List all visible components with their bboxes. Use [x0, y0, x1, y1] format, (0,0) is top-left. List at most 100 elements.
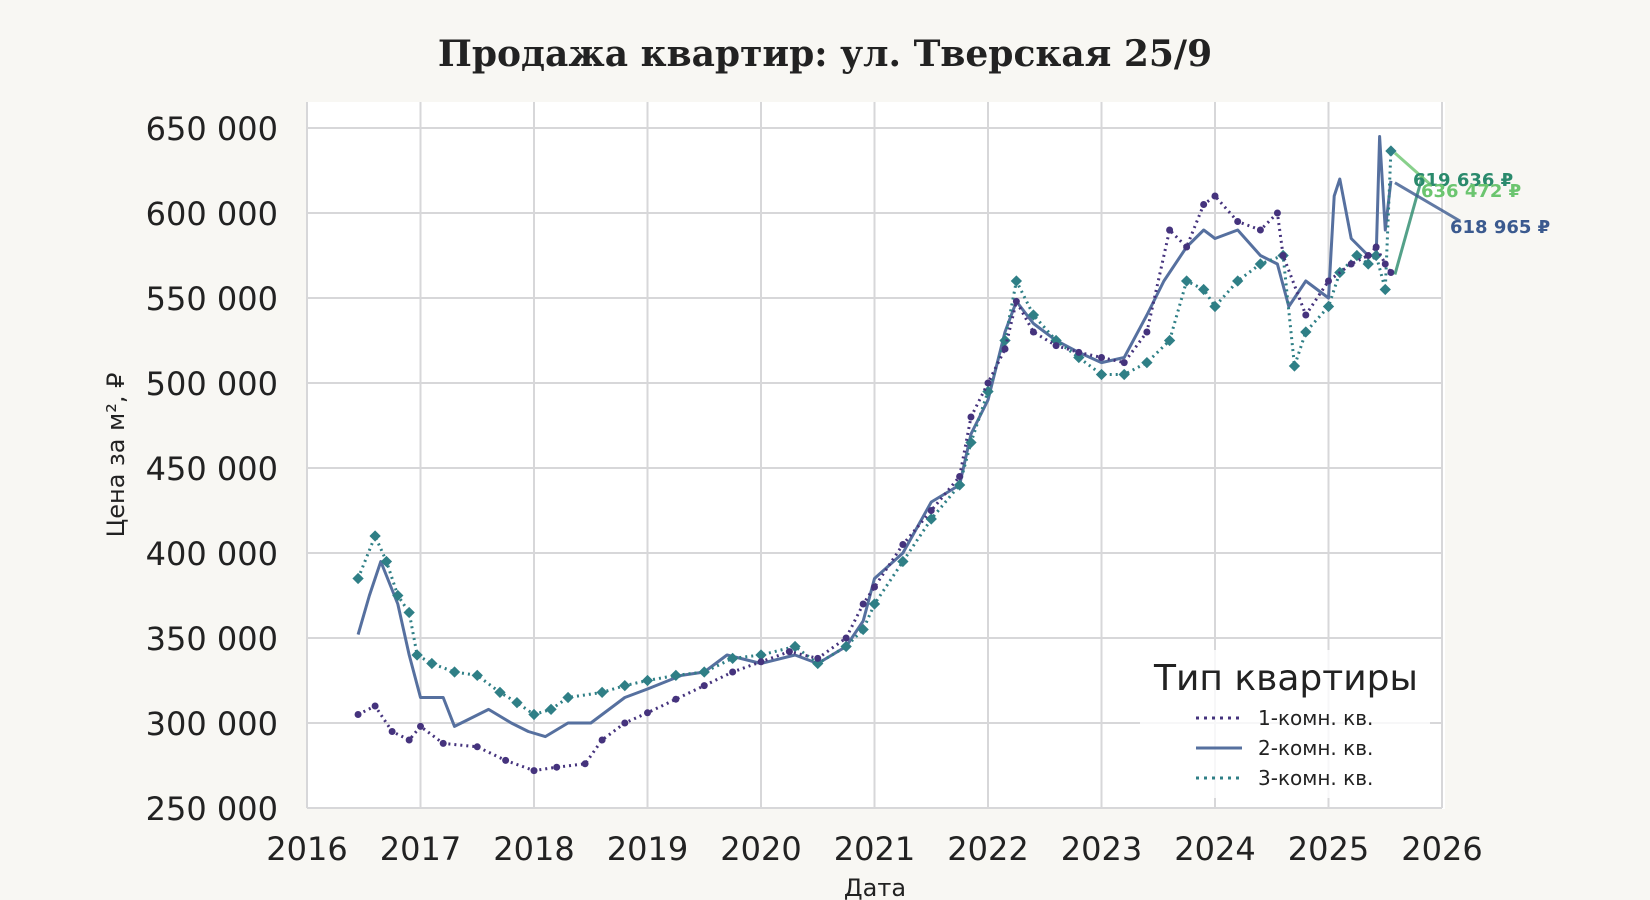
- annotation-2room-last: 618 965 ₽: [1450, 217, 1550, 238]
- y-tick-label: 350 000: [146, 620, 278, 658]
- data-point: [426, 657, 438, 670]
- data-point: [999, 334, 1011, 347]
- legend-item-2room: 2-комн. кв.: [1196, 736, 1373, 760]
- data-point: [1288, 360, 1301, 372]
- annotation-arrow-2room: [1394, 181, 1461, 223]
- data-point: [967, 413, 975, 421]
- data-point: [1098, 354, 1105, 361]
- data-point: [448, 666, 461, 678]
- data-point: [812, 657, 824, 670]
- data-point: [1029, 328, 1037, 336]
- data-point: [1163, 334, 1176, 347]
- data-point: [1372, 243, 1380, 251]
- data-point: [953, 479, 966, 491]
- x-tick-label: 2023: [1061, 830, 1142, 868]
- data-point: [1364, 252, 1372, 259]
- data-point: [1095, 368, 1108, 381]
- annotation-arrow-1room: [1393, 173, 1425, 275]
- data-point: [1143, 328, 1151, 336]
- data-point: [405, 736, 413, 744]
- data-point: [700, 682, 708, 690]
- data-point: [1118, 368, 1130, 381]
- annotation-1room-last: 619 636 ₽: [1413, 170, 1513, 191]
- data-point: [545, 703, 557, 716]
- legend-item-1room: 1-комн. кв.: [1196, 706, 1373, 730]
- data-point: [698, 666, 710, 678]
- x-tick-label: 2020: [720, 830, 801, 868]
- data-point: [1073, 351, 1085, 364]
- data-point: [1379, 283, 1391, 296]
- data-point: [528, 708, 540, 721]
- data-point: [354, 711, 362, 718]
- data-point: [1300, 326, 1312, 338]
- data-point: [1325, 277, 1332, 285]
- annotation-3room-last: 636 472 ₽: [1421, 181, 1521, 202]
- data-point: [494, 686, 506, 699]
- data-point: [1254, 258, 1267, 270]
- data-point: [1183, 243, 1191, 251]
- data-point: [1180, 275, 1193, 287]
- x-tick-label: 2018: [493, 830, 574, 868]
- data-point: [641, 674, 654, 687]
- data-point: [380, 555, 393, 568]
- legend-label-2room: 2-комн. кв.: [1258, 736, 1373, 760]
- legend-label-1room: 1-комн. кв.: [1258, 706, 1373, 730]
- data-point: [789, 640, 801, 653]
- data-point: [1385, 145, 1397, 157]
- data-point: [726, 652, 739, 665]
- data-point: [897, 555, 909, 568]
- legend-title: Тип квартиры: [1153, 658, 1418, 699]
- data-point: [1347, 260, 1355, 268]
- data-point: [644, 709, 651, 717]
- data-point: [1279, 252, 1287, 259]
- data-point: [371, 702, 379, 710]
- y-tick-labels: 250 000 300 000 350 000 400 000 450 000 500 0…: [146, 110, 278, 828]
- data-point: [1166, 226, 1174, 234]
- data-point: [1027, 309, 1040, 321]
- chart-title: Продажа квартир: ул. Тверская 25/9: [438, 33, 1212, 75]
- data-point: [1052, 342, 1060, 350]
- data-point: [899, 541, 907, 548]
- data-point: [871, 583, 878, 591]
- data-point: [1211, 192, 1219, 200]
- data-point: [1273, 209, 1281, 217]
- data-point: [1256, 226, 1264, 234]
- data-point: [814, 654, 822, 662]
- x-axis-label: Дата: [844, 874, 906, 900]
- y-tick-label: 300 000: [146, 705, 278, 743]
- legend-label-3room: 3-комн. кв.: [1258, 766, 1373, 790]
- data-point: [1200, 201, 1208, 208]
- x-tick-label: 2024: [1174, 830, 1255, 868]
- y-tick-label: 550 000: [146, 280, 278, 318]
- data-point: [439, 739, 447, 747]
- data-point: [352, 572, 364, 585]
- data-point: [1120, 359, 1128, 367]
- data-point: [842, 634, 850, 642]
- data-point: [672, 695, 680, 703]
- data-point: [581, 760, 589, 768]
- data-point: [473, 743, 481, 751]
- data-point: [1209, 300, 1221, 313]
- legend-box: [1140, 650, 1430, 798]
- y-tick-label: 400 000: [146, 535, 278, 573]
- data-point: [785, 648, 793, 656]
- data-point: [1232, 275, 1244, 287]
- data-point: [417, 722, 424, 730]
- x-tick-label: 2017: [380, 830, 461, 868]
- x-tick-label: 2022: [947, 830, 1028, 868]
- x-tick-label: 2025: [1288, 830, 1369, 868]
- data-point: [670, 669, 682, 682]
- data-point: [619, 679, 631, 692]
- data-point: [956, 473, 964, 480]
- data-point: [621, 719, 629, 727]
- data-point: [502, 756, 510, 764]
- data-point: [729, 668, 737, 676]
- y-tick-label: 450 000: [146, 450, 278, 488]
- data-point: [1322, 300, 1335, 313]
- data-point: [1381, 260, 1389, 268]
- data-point: [1234, 218, 1242, 225]
- data-point: [925, 513, 937, 525]
- data-point: [1050, 334, 1062, 347]
- legend: Тип квартиры 1-комн. кв. 2-комн. кв. 3-к…: [1140, 650, 1430, 798]
- data-point: [369, 530, 381, 542]
